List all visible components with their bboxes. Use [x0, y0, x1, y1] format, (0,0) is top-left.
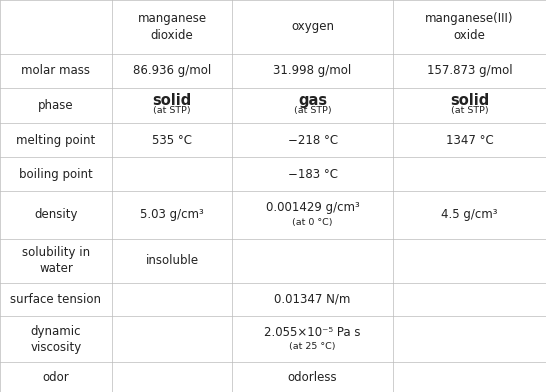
Text: odorless: odorless: [288, 370, 337, 384]
Text: 2.055×10⁻⁵ Pa s: 2.055×10⁻⁵ Pa s: [264, 326, 361, 339]
Text: boiling point: boiling point: [19, 168, 93, 181]
Text: −218 °C: −218 °C: [288, 134, 337, 147]
Text: solubility in
water: solubility in water: [22, 246, 90, 276]
Text: 535 °C: 535 °C: [152, 134, 192, 147]
Text: 31.998 g/mol: 31.998 g/mol: [274, 64, 352, 77]
Text: 0.01347 N/m: 0.01347 N/m: [275, 293, 351, 306]
Text: insoluble: insoluble: [145, 254, 199, 267]
Text: 157.873 g/mol: 157.873 g/mol: [427, 64, 512, 77]
Text: melting point: melting point: [16, 134, 96, 147]
Text: solid: solid: [450, 93, 489, 107]
Text: (at 0 °C): (at 0 °C): [292, 218, 333, 227]
Text: dynamic
viscosity: dynamic viscosity: [31, 325, 81, 354]
Text: (at 25 °C): (at 25 °C): [289, 342, 336, 350]
Text: 0.001429 g/cm³: 0.001429 g/cm³: [266, 201, 359, 214]
Text: 1347 °C: 1347 °C: [446, 134, 494, 147]
Text: molar mass: molar mass: [21, 64, 91, 77]
Text: oxygen: oxygen: [291, 20, 334, 33]
Text: −183 °C: −183 °C: [288, 168, 337, 181]
Text: gas: gas: [298, 93, 327, 107]
Text: phase: phase: [38, 99, 74, 112]
Text: (at STP): (at STP): [153, 106, 191, 115]
Text: 5.03 g/cm³: 5.03 g/cm³: [140, 209, 204, 221]
Text: surface tension: surface tension: [10, 293, 102, 306]
Text: odor: odor: [43, 370, 69, 384]
Text: (at STP): (at STP): [294, 106, 331, 115]
Text: 4.5 g/cm³: 4.5 g/cm³: [441, 209, 498, 221]
Text: density: density: [34, 209, 78, 221]
Text: (at STP): (at STP): [451, 106, 488, 115]
Text: 86.936 g/mol: 86.936 g/mol: [133, 64, 211, 77]
Text: manganese
dioxide: manganese dioxide: [138, 12, 206, 42]
Text: solid: solid: [152, 93, 192, 107]
Text: manganese(III)
oxide: manganese(III) oxide: [425, 12, 514, 42]
